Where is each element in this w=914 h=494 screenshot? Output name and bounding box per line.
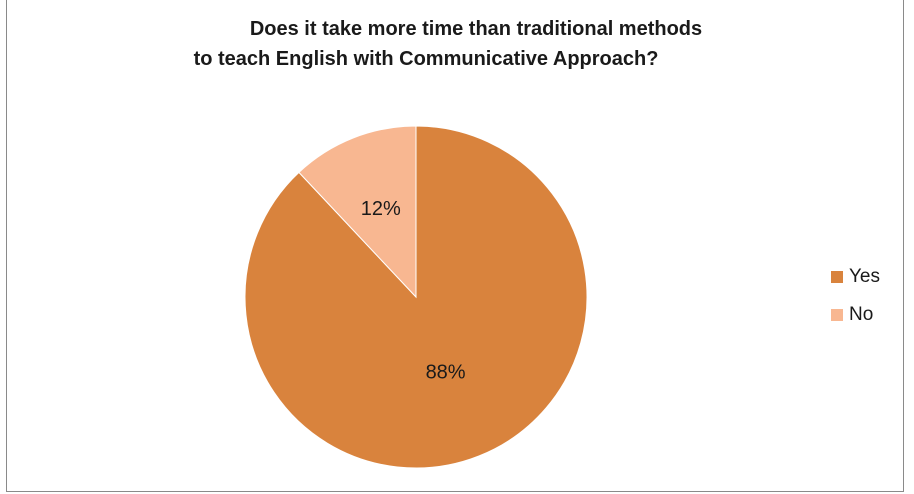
chart-legend: Yes No [831, 264, 880, 340]
legend-swatch-yes [831, 271, 843, 283]
legend-item-no: No [831, 302, 880, 328]
data-label-no: 12% [361, 198, 401, 220]
chart-title-line-2: to teach English with Communicative Appr… [193, 48, 659, 70]
pie-slice-yes [244, 125, 588, 469]
legend-label-no: No [849, 304, 874, 325]
pie-slice-no [298, 125, 417, 299]
data-label-yes: 88% [426, 362, 466, 384]
chart-title-line-1: Does it take more time than traditional … [249, 18, 703, 40]
legend-item-yes: Yes [831, 264, 880, 290]
legend-label-yes: Yes [849, 266, 880, 287]
legend-swatch-no [831, 309, 843, 321]
